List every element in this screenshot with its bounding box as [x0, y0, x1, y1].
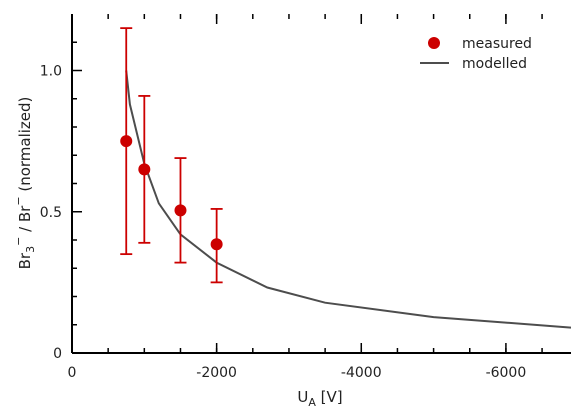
- y-tick-label: 0.5: [40, 205, 62, 221]
- errorbar-layer: [120, 27, 223, 284]
- measured-point: [138, 163, 151, 176]
- x-tick-label: -4000: [341, 365, 382, 381]
- modelled-line: [125, 70, 571, 329]
- measured-point: [210, 238, 223, 251]
- legend-label-measured: measured: [462, 36, 532, 52]
- legend: measured modelled: [420, 36, 532, 72]
- measured-point: [120, 135, 133, 148]
- tick-label-layer: 0 -2000 -4000 -6000 0 0.5 1.0: [40, 64, 527, 382]
- x-tick-label: -6000: [486, 365, 527, 381]
- point-layer: [120, 135, 223, 251]
- x-tick-label: 0: [68, 365, 77, 381]
- model-layer: [125, 70, 571, 329]
- legend-marker-measured: [428, 37, 440, 49]
- y-axis-label: Br3− / Br− (normalized): [12, 97, 37, 270]
- y-tick-label: 0: [53, 346, 62, 362]
- x-tick-label: -2000: [196, 365, 237, 381]
- y-tick-label: 1.0: [40, 64, 62, 80]
- axes-layer: [71, 14, 571, 354]
- x-axis-label: UA [V]: [297, 388, 342, 409]
- measured-point: [174, 204, 187, 217]
- legend-label-modelled: modelled: [462, 56, 527, 72]
